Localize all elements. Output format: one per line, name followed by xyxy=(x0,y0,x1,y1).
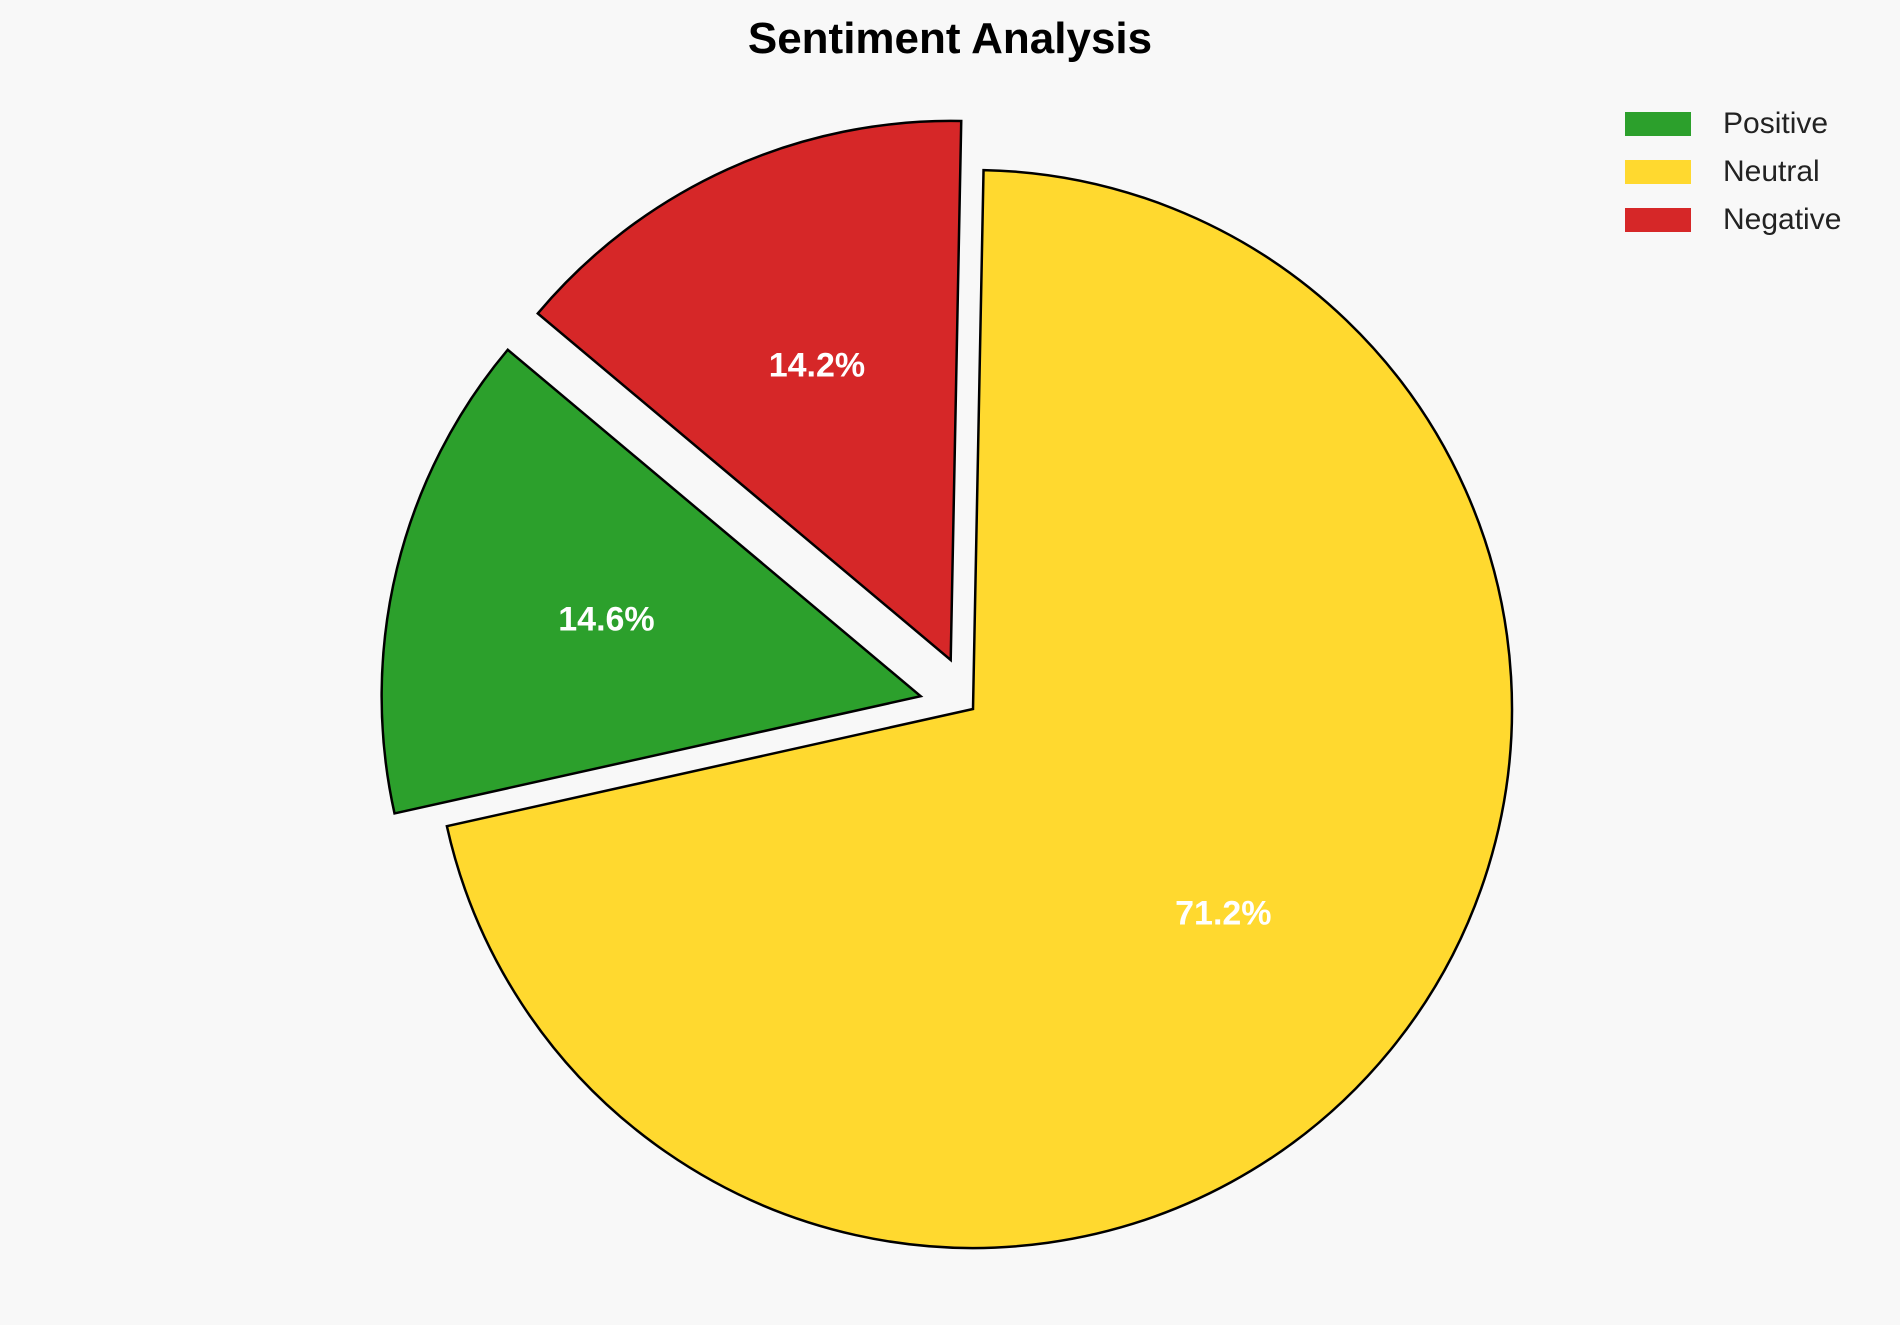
chart-title: Sentiment Analysis xyxy=(747,14,1153,63)
slice-label-positive: 14.6% xyxy=(558,601,654,639)
pie-slice-negative xyxy=(536,119,963,663)
legend: Positive Neutral Negative xyxy=(1625,100,1841,244)
legend-swatch-positive xyxy=(1625,112,1691,136)
legend-label: Negative xyxy=(1723,203,1842,236)
legend-item-neutral: Neutral xyxy=(1625,148,1841,196)
slice-label-negative: 14.2% xyxy=(769,347,865,385)
legend-item-negative: Negative xyxy=(1625,196,1841,244)
legend-label: Neutral xyxy=(1723,155,1820,188)
pie-slice-neutral xyxy=(445,168,1514,1250)
legend-swatch-neutral xyxy=(1625,160,1691,184)
slice-label-neutral: 71.2% xyxy=(1175,895,1271,933)
legend-item-positive: Positive xyxy=(1625,100,1841,148)
legend-swatch-negative xyxy=(1625,208,1691,232)
legend-label: Positive xyxy=(1723,107,1829,140)
pie-slice-positive xyxy=(380,347,924,815)
